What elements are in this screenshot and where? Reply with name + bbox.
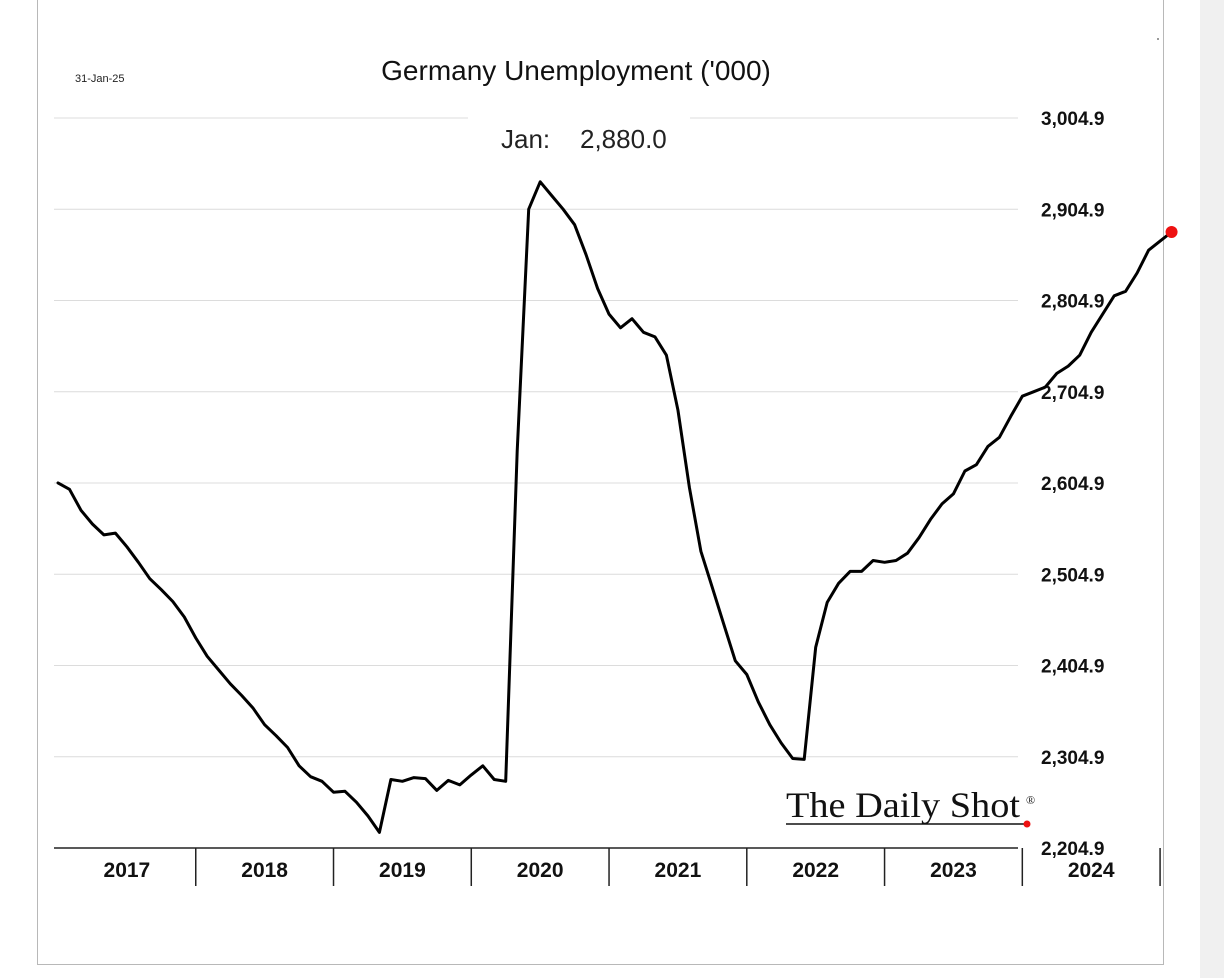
page-right-border — [1163, 0, 1164, 965]
y-tick-label: 2,504.9 — [1041, 565, 1104, 586]
daily-shot-logo: The Daily Shot ® — [786, 785, 1035, 828]
scroll-gutter — [1200, 0, 1224, 978]
x-tick-label: 2021 — [655, 859, 702, 882]
page-bottom-border — [37, 964, 1164, 965]
chart-title: Germany Unemployment ('000) — [381, 55, 771, 86]
gridlines — [54, 117, 1018, 758]
y-tick-label: 2,304.9 — [1041, 748, 1104, 769]
x-tick-label: 2017 — [104, 859, 151, 882]
latest-value: 2,880.0 — [580, 124, 667, 154]
y-tick-label: 2,404.9 — [1041, 657, 1104, 678]
x-tick-label: 2018 — [241, 859, 288, 882]
date-stamp: 31-Jan-25 — [75, 73, 125, 85]
x-tick-label: 2020 — [517, 859, 564, 882]
logo-red-dot — [1023, 820, 1031, 828]
logo-text: The Daily Shot — [786, 785, 1020, 825]
x-tick-label: 2023 — [930, 859, 977, 882]
logo-registered-mark: ® — [1026, 793, 1035, 807]
series-line-unemployment — [56, 180, 1174, 834]
latest-label: Jan: — [501, 124, 550, 154]
y-tick-label: 3,004.9 — [1041, 109, 1104, 130]
x-tick-label: 2024 — [1068, 859, 1115, 882]
y-tick-label: 2,604.9 — [1041, 474, 1104, 495]
y-tick-label: 2,204.9 — [1041, 839, 1104, 860]
stray-dot — [1157, 38, 1159, 40]
x-tick-label: 2019 — [379, 859, 426, 882]
y-ticks: 3,004.9 2,904.9 2,804.9 2,704.9 2,604.9 2,504… — [1041, 109, 1104, 860]
y-tick-label: 2,704.9 — [1041, 383, 1104, 404]
annotation-backdrop — [468, 100, 690, 162]
x-tick-label: 2022 — [792, 859, 839, 882]
page-left-border — [37, 0, 38, 965]
y-tick-label: 2,804.9 — [1041, 292, 1104, 313]
latest-value-marker — [1165, 225, 1178, 238]
x-ticks: 2017 2018 2019 2020 2021 2022 2023 2024 — [104, 848, 1161, 886]
y-tick-label: 2,904.9 — [1041, 200, 1104, 221]
